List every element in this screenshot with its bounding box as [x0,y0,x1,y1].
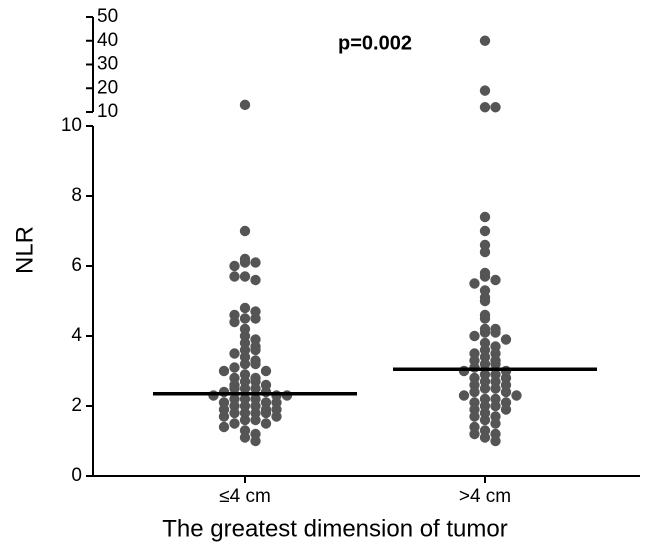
data-point [239,358,251,370]
data-point [229,383,240,394]
data-point [239,257,251,268]
data-point [239,302,251,314]
y-tick-label: 6 [71,255,82,276]
data-point [229,348,240,359]
y-tick-label-upper: 10 [97,101,118,122]
x-axis-title: The greatest dimension of tumor [162,515,508,542]
data-point [239,383,251,394]
data-point [479,271,491,282]
data-point [490,274,501,286]
data-point [490,327,501,338]
y-tick-label: 0 [71,465,82,486]
data-point [469,428,480,440]
data-point [469,411,480,422]
data-point [239,313,251,324]
data-point [479,102,491,113]
y-tick-label: 2 [71,395,82,416]
data-point [490,400,501,412]
y-tick-label-upper: 50 [97,6,118,27]
data-point [479,383,491,394]
data-point [239,271,251,282]
data-point [479,85,491,96]
data-point [260,407,272,419]
data-point [500,386,512,398]
data-point [218,421,230,433]
data-point [500,334,512,345]
y-tick-label-upper: 30 [97,54,118,75]
data-point [458,390,470,401]
data-point [218,365,230,377]
data-point [260,418,272,429]
y-tick-label: 8 [71,185,82,206]
data-point [479,295,491,307]
data-point [229,418,240,429]
data-point [239,99,251,111]
data-point [469,386,480,398]
data-point [490,358,501,370]
data-point [490,435,501,447]
data-point [250,257,261,268]
data-point [250,274,261,286]
data-point [250,313,261,324]
data-point [479,432,491,443]
data-point [229,362,240,373]
data-point [260,365,272,377]
data-point [250,383,261,394]
data-point [239,414,251,426]
data-point [479,225,491,237]
data-point [490,383,501,394]
y-tick-label: 10 [61,115,82,136]
data-point [229,271,240,282]
data-point [218,411,230,422]
p-value: p=0.002 [338,32,412,54]
data-point [271,411,282,422]
data-point [239,432,251,443]
data-point [250,358,261,370]
data-point [469,278,480,289]
data-point [250,435,261,447]
y-axis-title: NLR [11,226,38,274]
data-point [229,407,240,419]
y-tick-label-upper: 40 [97,30,118,51]
data-point [469,330,480,342]
data-point [250,414,261,426]
data-point [250,344,261,356]
x-tick-label: ≤4 cm [219,486,271,507]
x-tick-label: >4 cm [459,486,511,507]
data-point [479,246,491,258]
data-point [479,414,491,426]
data-point [229,260,240,272]
data-point [490,418,501,429]
data-point [511,390,522,401]
data-point [479,313,491,324]
data-point [479,358,491,370]
data-point [500,404,512,415]
y-tick-label-upper: 20 [97,77,118,98]
data-point [490,102,501,113]
data-point [479,327,491,338]
data-point [479,35,491,46]
data-point [229,316,240,328]
data-point [479,211,491,223]
y-tick-label: 4 [71,325,82,346]
data-point [239,225,251,237]
